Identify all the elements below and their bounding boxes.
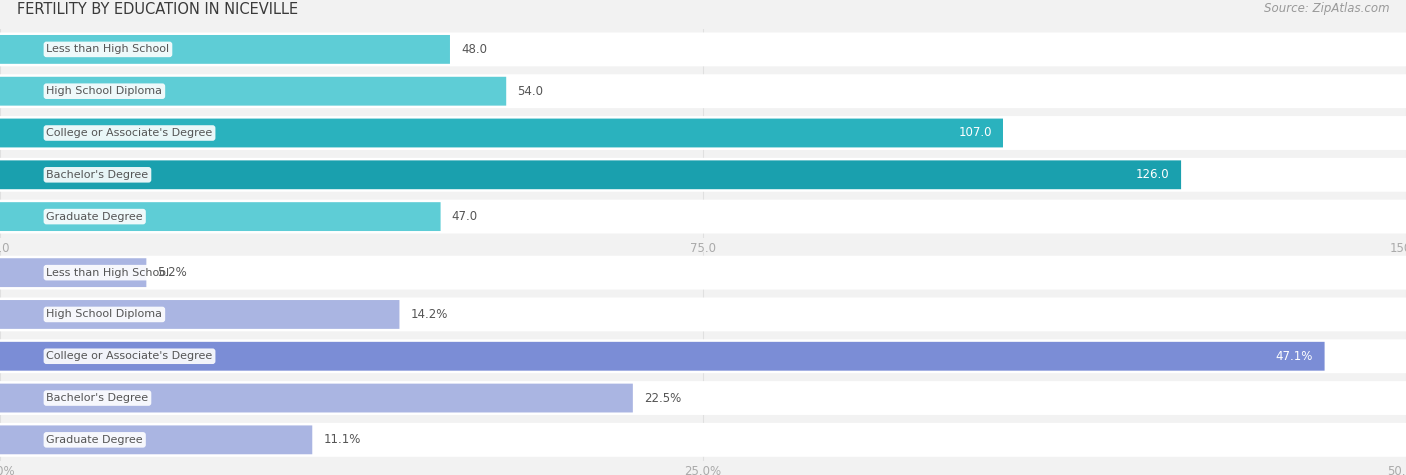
Text: Less than High School: Less than High School: [46, 267, 170, 278]
FancyBboxPatch shape: [0, 74, 1406, 108]
FancyBboxPatch shape: [0, 161, 1181, 189]
FancyBboxPatch shape: [0, 423, 1406, 457]
FancyBboxPatch shape: [0, 258, 146, 287]
FancyBboxPatch shape: [0, 384, 633, 412]
Text: FERTILITY BY EDUCATION IN NICEVILLE: FERTILITY BY EDUCATION IN NICEVILLE: [17, 2, 298, 18]
Text: 5.2%: 5.2%: [157, 266, 187, 279]
Text: Source: ZipAtlas.com: Source: ZipAtlas.com: [1264, 2, 1389, 15]
Text: High School Diploma: High School Diploma: [46, 86, 163, 96]
FancyBboxPatch shape: [0, 119, 1002, 147]
Text: High School Diploma: High School Diploma: [46, 309, 163, 320]
FancyBboxPatch shape: [0, 200, 1406, 234]
Text: 47.0: 47.0: [451, 210, 478, 223]
FancyBboxPatch shape: [0, 32, 1406, 66]
FancyBboxPatch shape: [0, 77, 506, 105]
FancyBboxPatch shape: [0, 381, 1406, 415]
Text: Bachelor's Degree: Bachelor's Degree: [46, 393, 149, 403]
Text: 22.5%: 22.5%: [644, 391, 681, 405]
FancyBboxPatch shape: [0, 342, 1324, 370]
FancyBboxPatch shape: [0, 202, 440, 231]
Text: 126.0: 126.0: [1136, 168, 1170, 181]
Text: College or Associate's Degree: College or Associate's Degree: [46, 128, 212, 138]
FancyBboxPatch shape: [0, 256, 1406, 290]
FancyBboxPatch shape: [0, 426, 312, 454]
Text: Less than High School: Less than High School: [46, 44, 170, 55]
Text: Graduate Degree: Graduate Degree: [46, 211, 143, 222]
FancyBboxPatch shape: [0, 300, 399, 329]
FancyBboxPatch shape: [0, 297, 1406, 332]
FancyBboxPatch shape: [0, 116, 1406, 150]
Text: 47.1%: 47.1%: [1275, 350, 1313, 363]
Text: Bachelor's Degree: Bachelor's Degree: [46, 170, 149, 180]
Text: 48.0: 48.0: [461, 43, 486, 56]
FancyBboxPatch shape: [0, 339, 1406, 373]
Text: 14.2%: 14.2%: [411, 308, 449, 321]
Text: College or Associate's Degree: College or Associate's Degree: [46, 351, 212, 361]
FancyBboxPatch shape: [0, 35, 450, 64]
Text: 54.0: 54.0: [517, 85, 543, 98]
Text: 107.0: 107.0: [959, 126, 991, 140]
Text: 11.1%: 11.1%: [323, 433, 361, 446]
FancyBboxPatch shape: [0, 158, 1406, 192]
Text: Graduate Degree: Graduate Degree: [46, 435, 143, 445]
